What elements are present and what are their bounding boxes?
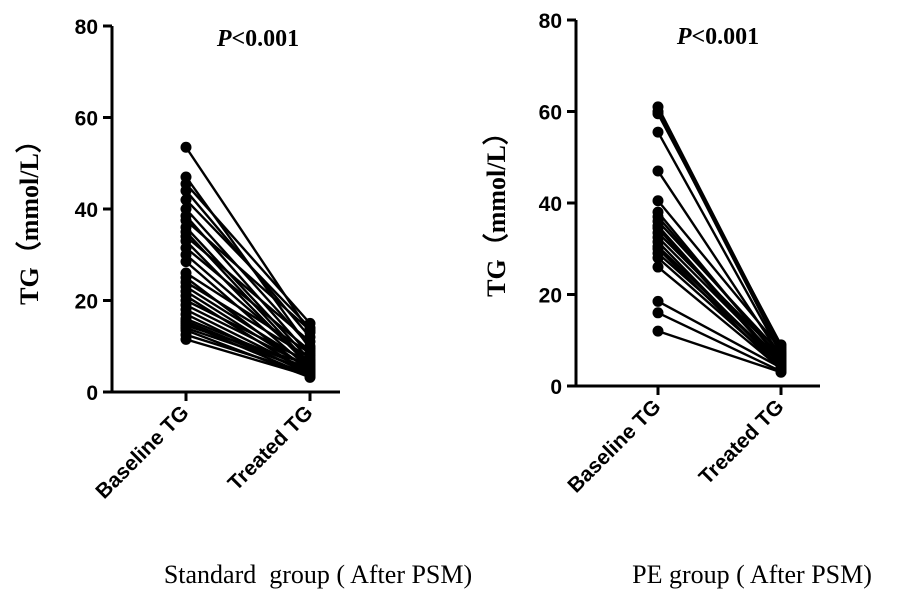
pair-line xyxy=(657,252,782,364)
treated-point xyxy=(304,324,316,336)
baseline-point xyxy=(180,185,192,197)
y-tick-label: 40 xyxy=(75,199,98,222)
y-tick-label: 80 xyxy=(539,10,562,33)
baseline-point xyxy=(652,165,664,177)
pair-line xyxy=(185,246,311,352)
baseline-point xyxy=(180,333,192,345)
y-tick-label: 0 xyxy=(550,376,562,399)
pair-line xyxy=(657,199,782,351)
baseline-point xyxy=(652,295,664,307)
pair-line xyxy=(185,281,311,359)
y-tick-label: 60 xyxy=(539,102,562,125)
y-tick-label: 60 xyxy=(75,108,98,131)
x-category-label: Baseline TG xyxy=(91,401,193,503)
pair-line xyxy=(185,219,311,332)
pair-line xyxy=(656,131,783,355)
baseline-point xyxy=(652,325,664,337)
treated-point xyxy=(775,366,787,378)
pair-line xyxy=(657,257,782,368)
group-caption: Standard group ( After PSM) xyxy=(164,560,472,589)
pair-line xyxy=(185,333,311,375)
baseline-point xyxy=(180,141,192,153)
x-category-label: Treated TG xyxy=(224,401,318,495)
pair-line xyxy=(657,329,782,374)
baseline-point xyxy=(652,108,664,120)
pair-line xyxy=(657,311,782,373)
pair-line xyxy=(185,338,311,378)
pair-line xyxy=(185,235,311,343)
pair-line xyxy=(185,304,311,368)
pair-line xyxy=(657,231,782,358)
y-axis-label: TG（mmol/L） xyxy=(482,119,511,297)
y-tick-label: 20 xyxy=(539,285,562,308)
y-tick-label: 0 xyxy=(86,382,98,405)
treated-point xyxy=(304,370,316,382)
pair-line xyxy=(185,272,311,355)
baseline-point xyxy=(652,261,664,273)
baseline-point xyxy=(180,256,192,268)
p-value-annotation: P<0.001 xyxy=(216,26,299,52)
pair-line xyxy=(657,220,782,355)
chart-panel-standard: 0 20 40 60 80 Baseline TG Treated TG TG（mmol/L）… xyxy=(15,16,472,589)
y-axis-label: TG（mmol/L） xyxy=(15,127,44,305)
y-tick-label: 20 xyxy=(75,291,98,314)
baseline-point xyxy=(180,194,192,206)
pair-line xyxy=(185,299,311,364)
x-category-label: Baseline TG xyxy=(563,395,665,497)
baseline-point xyxy=(652,252,664,264)
pair-line xyxy=(185,199,311,329)
pair-line xyxy=(185,326,311,372)
pair-line xyxy=(656,113,783,346)
baseline-point xyxy=(652,126,664,138)
baseline-point xyxy=(652,195,664,207)
pair-line xyxy=(185,226,311,361)
y-tick-label: 40 xyxy=(539,193,562,216)
baseline-point xyxy=(652,307,664,319)
pair-line xyxy=(657,236,782,362)
pair-line xyxy=(185,183,311,325)
treated-point xyxy=(304,336,316,348)
x-category-label: Treated TG xyxy=(695,395,789,489)
pair-line xyxy=(185,324,311,366)
group-caption: PE group ( After PSM) xyxy=(632,560,872,589)
pair-line xyxy=(657,266,782,370)
p-value-annotation: P<0.001 xyxy=(676,24,759,50)
y-tick-label: 80 xyxy=(75,16,98,39)
chart-panel-pe: 0 20 40 60 80 Baseline TG Treated TG TG（mmol/L）… xyxy=(482,10,872,589)
pair-line xyxy=(657,300,782,369)
